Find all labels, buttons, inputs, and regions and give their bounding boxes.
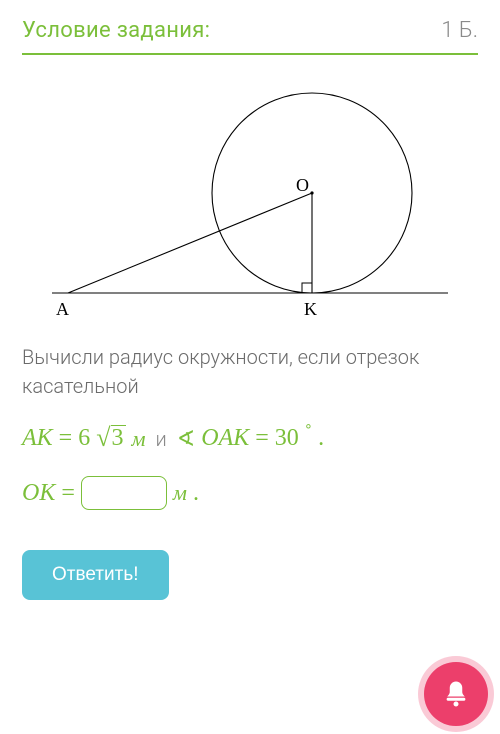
sqrt-arg: 3: [111, 425, 126, 451]
right-angle-mark: [302, 283, 312, 293]
eq-sign-2: =: [255, 425, 269, 452]
problem-text: Вычисли радиус окружности, если отрезок …: [22, 339, 478, 419]
answer-input[interactable]: [81, 476, 167, 510]
angle-name: OAK: [201, 425, 249, 452]
angle-value: 30: [275, 425, 299, 452]
sqrt-sign: √: [96, 425, 110, 451]
degree-sign: ˚: [305, 420, 312, 446]
connector-and: и: [152, 427, 171, 451]
geometry-figure: O A K: [22, 55, 478, 339]
label-K: K: [304, 299, 317, 319]
submit-button[interactable]: Ответить!: [22, 550, 169, 600]
given-line: AK = 6 √ 3 м и ∢ OAK = 30 ˚ .: [22, 419, 478, 470]
label-A: A: [56, 299, 69, 319]
point-O: [310, 191, 313, 194]
unit-m-2: м: [173, 480, 187, 506]
answer-line: OK = м .: [22, 470, 478, 528]
notifications-button[interactable]: [424, 662, 488, 726]
figure-svg: O A K: [40, 79, 460, 325]
period-1: .: [318, 425, 324, 452]
label-O: O: [296, 175, 309, 195]
period-2: .: [193, 480, 199, 507]
eq-sign: =: [59, 425, 73, 452]
angle-symbol: ∢: [177, 426, 195, 452]
task-points: 1 Б.: [441, 18, 478, 43]
AK-var: AK: [22, 425, 53, 452]
OK-var: OK: [22, 480, 55, 507]
eq-sign-3: =: [61, 480, 75, 507]
bell-icon: [441, 679, 471, 709]
AK-coeff: 6: [78, 425, 90, 452]
task-title: Условие задания:: [22, 18, 210, 43]
segment-AO: [68, 193, 312, 293]
task-header: Условие задания: 1 Б.: [22, 18, 478, 55]
sqrt: √ 3: [96, 425, 125, 451]
unit-m-1: м: [132, 426, 146, 452]
